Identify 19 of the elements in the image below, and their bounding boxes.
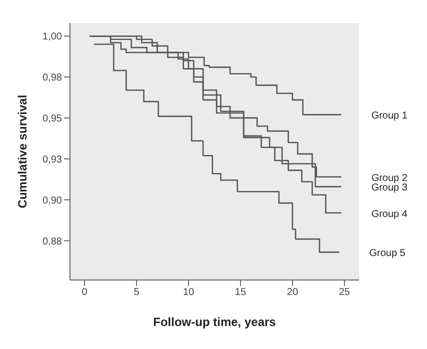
- y-tick-label: 0,95: [42, 113, 62, 124]
- y-tick-label: 0,93: [42, 154, 62, 166]
- x-axis-title: Follow-up time, years: [153, 315, 276, 329]
- x-tick-label: 0: [82, 287, 88, 298]
- x-tick-label: 15: [234, 287, 246, 298]
- text: Group 3: [371, 182, 408, 194]
- y-axis-title: Cumulative survival: [15, 94, 30, 208]
- text: Group 1: [371, 110, 408, 122]
- y-tick-label: 0,90: [42, 195, 62, 206]
- text: Group 4: [371, 208, 408, 220]
- x-tick-label: 5: [134, 287, 140, 298]
- y-tick-label: 0,88: [42, 236, 62, 248]
- y-tick-label: 1,00: [42, 32, 62, 43]
- y-tick-label: 0,98: [42, 72, 62, 84]
- x-tick-label: 20: [286, 287, 298, 298]
- text: Group 5: [369, 248, 406, 260]
- text: Group 2: [371, 172, 408, 184]
- x-tick-label: 10: [182, 287, 195, 298]
- x-tick-label: 25: [338, 287, 350, 298]
